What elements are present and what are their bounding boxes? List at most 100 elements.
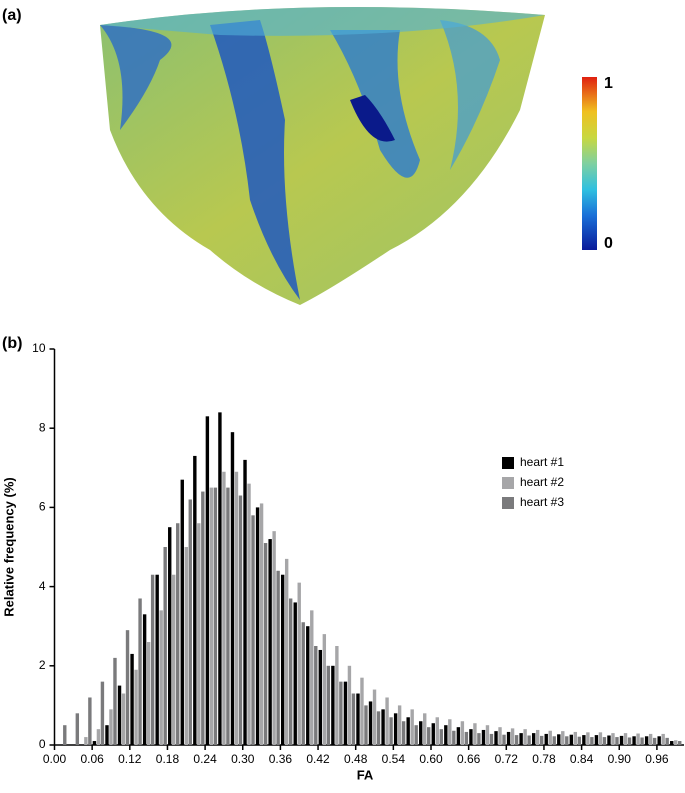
bar <box>117 685 122 745</box>
bar <box>234 471 239 745</box>
bar <box>259 503 264 745</box>
panel-label: (b) <box>2 335 22 352</box>
bar <box>448 719 452 745</box>
legend-swatch <box>502 497 514 509</box>
bar <box>514 735 519 745</box>
bar <box>506 731 511 745</box>
bar <box>519 733 523 745</box>
colorbar-max: 1 <box>604 75 613 92</box>
bar <box>293 602 297 745</box>
bar <box>251 515 255 745</box>
bar <box>657 736 661 745</box>
bar <box>652 737 657 745</box>
bar <box>439 729 443 745</box>
x-tick-label: 0.66 <box>457 752 481 766</box>
bar <box>163 547 167 745</box>
bar <box>602 737 607 745</box>
bar <box>527 735 531 745</box>
bar <box>670 741 674 745</box>
bar <box>188 499 192 745</box>
bar <box>464 731 469 745</box>
bar <box>401 721 406 745</box>
bar <box>351 693 356 745</box>
bar <box>619 735 624 745</box>
bar <box>92 741 97 745</box>
bar <box>444 725 448 745</box>
bar <box>607 735 611 745</box>
x-tick-label: 0.18 <box>156 752 180 766</box>
bar <box>138 598 142 745</box>
bar <box>406 717 410 745</box>
x-tick-label: 0.78 <box>532 752 556 766</box>
x-tick-label: 0.96 <box>645 752 669 766</box>
bar <box>197 523 201 745</box>
bar <box>263 543 268 745</box>
bar <box>498 727 502 745</box>
bar <box>535 729 540 745</box>
bar <box>356 693 360 745</box>
bar <box>121 693 126 745</box>
legend-swatch <box>502 457 514 469</box>
bar <box>322 634 327 745</box>
bar <box>96 729 101 745</box>
bar <box>489 733 494 745</box>
bar <box>636 733 640 745</box>
bar <box>343 681 348 745</box>
bar <box>611 733 615 745</box>
bar <box>142 614 147 745</box>
bar <box>615 737 619 745</box>
bar <box>331 665 335 745</box>
bar <box>431 723 435 745</box>
bar <box>473 723 477 745</box>
bar <box>594 735 599 745</box>
x-axis-title: FA <box>357 767 374 782</box>
bar <box>238 495 243 745</box>
bar <box>661 733 665 745</box>
bar <box>452 730 456 745</box>
bar <box>469 729 473 745</box>
bar <box>75 713 80 745</box>
bar <box>209 487 214 745</box>
bar <box>423 713 427 745</box>
bar <box>376 711 381 745</box>
bar <box>623 733 628 745</box>
bar <box>255 507 260 745</box>
bar <box>397 705 402 745</box>
bar <box>280 574 285 745</box>
bar <box>130 653 134 745</box>
bar <box>494 731 498 745</box>
bar <box>510 728 515 745</box>
x-tick-label: 0.24 <box>193 752 217 766</box>
bar <box>577 736 582 745</box>
x-tick-label: 0.36 <box>269 752 293 766</box>
bar <box>456 727 461 745</box>
x-tick-label: 0.42 <box>306 752 330 766</box>
bar <box>180 479 184 745</box>
bar <box>168 527 172 745</box>
bar <box>539 735 544 745</box>
y-tick-label: 8 <box>39 420 46 434</box>
bar <box>582 735 586 745</box>
y-axis-title: Relative frequency (%) <box>1 477 16 616</box>
bar <box>272 531 276 745</box>
bar <box>590 737 594 745</box>
heart-render <box>100 7 545 305</box>
bar <box>565 736 569 745</box>
bar <box>247 483 251 745</box>
bar <box>414 725 418 745</box>
colorbar-min: 0 <box>604 235 613 252</box>
bar <box>113 657 117 745</box>
bar <box>146 642 151 745</box>
bar <box>297 582 301 745</box>
bar <box>230 432 235 745</box>
bar <box>218 412 222 745</box>
bar <box>184 547 188 745</box>
y-tick-label: 0 <box>39 737 46 751</box>
x-tick-label: 0.60 <box>419 752 443 766</box>
bar <box>84 737 88 745</box>
bar <box>644 736 649 745</box>
bar <box>176 523 180 745</box>
legend-label: heart #2 <box>520 475 564 489</box>
bar <box>665 737 669 745</box>
bar <box>477 733 481 745</box>
